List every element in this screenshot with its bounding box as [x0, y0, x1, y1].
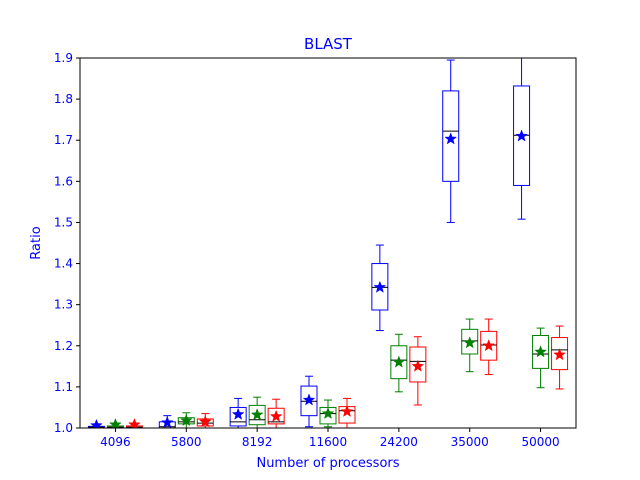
mean-star-marker [250, 408, 264, 421]
box-series-group [87, 58, 569, 428]
box [390, 333, 408, 393]
mean-star-marker [231, 407, 245, 420]
mean-star-marker [411, 359, 425, 372]
box [248, 396, 266, 428]
box [442, 59, 460, 223]
mean-star-marker [463, 336, 477, 349]
y-axis-label: Ratio [29, 226, 44, 259]
box-body [480, 330, 498, 361]
box [338, 397, 356, 428]
mean-star-marker [515, 129, 528, 142]
mean-star-marker [373, 280, 387, 293]
x-tick-label: 24200 [380, 435, 418, 449]
box [513, 58, 531, 220]
box [409, 336, 427, 406]
series-group [125, 318, 569, 428]
y-tick-label: 1.1 [54, 380, 73, 394]
mean-star-marker [128, 417, 141, 428]
box [87, 418, 105, 428]
box-body [461, 328, 479, 355]
y-tick-label: 1.8 [54, 92, 73, 106]
mean-star-marker [90, 418, 103, 428]
box [461, 318, 479, 373]
box-body [551, 337, 569, 371]
x-tick-label: 11600 [309, 435, 347, 449]
box-body [442, 90, 460, 182]
box [300, 375, 318, 428]
axis-ticks: 1.0 1.1 1.2 1.3 1.4 1.5 1.6 1.7 1.8 1.9 4096 5800 81… [54, 51, 560, 449]
box [371, 244, 389, 332]
y-tick-label: 1.7 [54, 133, 73, 147]
x-tick-label: 4096 [100, 435, 131, 449]
series-group [106, 318, 550, 428]
box [480, 318, 498, 376]
mean-star-marker [340, 404, 354, 417]
mean-star-marker [553, 348, 566, 361]
y-tick-label: 1.4 [54, 257, 73, 271]
mean-star-marker [534, 345, 547, 358]
mean-star-marker [198, 415, 212, 428]
mean-star-marker [444, 132, 458, 145]
mean-star-marker [109, 417, 122, 428]
mean-star-marker [160, 415, 174, 428]
box [229, 397, 247, 428]
box [125, 417, 143, 428]
y-tick-label: 1.3 [54, 298, 73, 312]
y-tick-label: 1.5 [54, 215, 73, 229]
box-body [248, 404, 266, 426]
x-tick-label: 50000 [521, 435, 559, 449]
box-body [371, 263, 389, 311]
x-axis-label: Number of processors [256, 456, 399, 471]
box [177, 412, 195, 428]
box [196, 413, 214, 428]
series-group [87, 58, 531, 428]
box-body [390, 345, 408, 380]
box [532, 327, 550, 389]
box-body [532, 335, 550, 369]
box [319, 399, 337, 428]
x-tick-label: 8192 [242, 435, 273, 449]
box-body [409, 346, 427, 383]
box [267, 398, 285, 428]
y-tick-label: 1.2 [54, 339, 73, 353]
y-tick-label: 1.9 [54, 51, 73, 65]
box [106, 417, 124, 428]
chart-title: BLAST [304, 35, 353, 53]
mean-star-marker [179, 413, 193, 427]
box-body [267, 407, 285, 425]
mean-star-marker [269, 409, 283, 422]
box [551, 325, 569, 390]
box [158, 415, 176, 428]
x-tick-label: 35000 [451, 435, 489, 449]
box-body [229, 406, 247, 427]
mean-star-marker [302, 393, 316, 406]
y-tick-label: 1.0 [54, 421, 73, 435]
y-tick-label: 1.6 [54, 174, 73, 188]
mean-star-marker [392, 355, 406, 368]
mean-star-marker [482, 339, 496, 352]
x-tick-label: 5800 [171, 435, 202, 449]
mean-star-marker [321, 406, 335, 420]
plot-frame [79, 57, 577, 429]
